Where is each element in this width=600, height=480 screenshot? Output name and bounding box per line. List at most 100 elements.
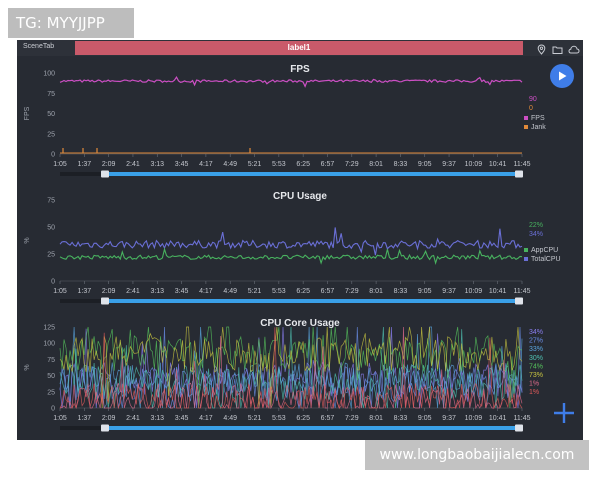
x-tick-label: 6:25 — [296, 288, 310, 295]
x-tick-label: 3:13 — [150, 288, 164, 295]
x-tick-label: 7:29 — [345, 161, 359, 168]
scene-tab[interactable]: SceneTab — [23, 43, 55, 50]
y-axis-label: FPS — [24, 106, 31, 120]
x-tick-label: 6:57 — [321, 161, 335, 168]
y-tick-label: 25 — [47, 131, 55, 138]
x-tick-label: 1:37 — [78, 161, 92, 168]
fps-line — [59, 75, 523, 88]
x-tick-label: 11:45 — [514, 415, 531, 422]
x-tick-label: 2:09 — [102, 415, 116, 422]
x-tick-label: 4:17 — [199, 288, 213, 295]
jank-legend-swatch — [524, 125, 528, 129]
x-tick-label: 1:05 — [53, 288, 67, 295]
core-current-value: 30% — [529, 355, 543, 362]
appcpu-current-value: 22% — [529, 222, 543, 229]
x-tick-label: 2:09 — [102, 288, 116, 295]
x-tick-label: 3:13 — [150, 415, 164, 422]
add-button[interactable] — [553, 402, 575, 424]
x-tick-label: 8:01 — [369, 288, 383, 295]
x-tick-label: 6:25 — [296, 161, 310, 168]
x-tick-label: 11:45 — [514, 288, 531, 295]
core-current-value: 73% — [529, 372, 543, 379]
x-tick-label: 10:41 — [489, 288, 507, 295]
core-line — [59, 326, 523, 409]
x-tick-label: 8:01 — [369, 415, 383, 422]
x-tick-label: 4:17 — [199, 161, 213, 168]
y-tick-label: 50 — [47, 373, 55, 380]
x-tick-label: 4:49 — [223, 415, 237, 422]
y-tick-label: 50 — [47, 225, 55, 232]
fps-legend-label: FPS — [531, 115, 545, 122]
watermark-top: TG: MYYJJPP — [8, 8, 134, 38]
core-line — [59, 326, 523, 410]
core-current-value: 27% — [529, 338, 543, 345]
x-tick-label: 3:45 — [175, 288, 189, 295]
x-tick-label: 9:37 — [442, 288, 456, 295]
x-tick-label: 5:53 — [272, 415, 286, 422]
x-tick-label: 10:41 — [489, 415, 507, 422]
x-tick-label: 3:13 — [150, 161, 164, 168]
play-button[interactable] — [550, 64, 574, 88]
x-tick-label: 1:37 — [78, 415, 92, 422]
totalcpu-legend-label: TotalCPU — [531, 256, 561, 263]
core-current-value: 1% — [529, 381, 539, 388]
x-tick-label: 1:05 — [53, 415, 67, 422]
x-tick-label: 4:49 — [223, 161, 237, 168]
timeline-handle-right — [515, 170, 523, 178]
x-tick-label: 3:45 — [175, 415, 189, 422]
x-tick-label: 6:57 — [321, 288, 335, 295]
watermark-bottom: www.longbaobaijialecn.com — [365, 440, 589, 470]
x-tick-label: 8:33 — [394, 415, 408, 422]
x-tick-label: 10:09 — [465, 288, 483, 295]
y-tick-label: 100 — [43, 71, 55, 78]
tab-label1[interactable]: label1 — [75, 41, 523, 55]
chart-title: CPU Core Usage — [260, 318, 340, 329]
x-tick-label: 11:45 — [514, 161, 531, 168]
y-tick-label: 75 — [47, 357, 55, 364]
x-tick-label: 8:33 — [394, 161, 408, 168]
y-axis-label: % — [24, 364, 31, 370]
x-tick-label: 10:41 — [489, 161, 507, 168]
totalcpu-line — [59, 227, 523, 256]
core-line — [59, 326, 523, 410]
x-tick-label: 2:09 — [102, 161, 116, 168]
timeline-range — [107, 299, 517, 303]
x-tick-label: 1:05 — [53, 161, 67, 168]
totalcpu-legend-swatch — [524, 257, 528, 261]
core-current-value: 34% — [529, 329, 543, 336]
jank-legend-label: Jank — [531, 124, 546, 131]
x-tick-label: 7:29 — [345, 288, 359, 295]
x-tick-label: 6:25 — [296, 415, 310, 422]
appcpu-legend-swatch — [524, 248, 528, 252]
x-tick-label: 9:05 — [418, 161, 432, 168]
x-tick-label: 10:09 — [465, 161, 483, 168]
fps-legend-swatch — [524, 116, 528, 120]
appcpu-line — [59, 247, 523, 265]
x-tick-label: 5:53 — [272, 161, 286, 168]
y-tick-label: 0 — [51, 152, 55, 159]
x-tick-label: 2:41 — [126, 288, 140, 295]
core-current-value: 74% — [529, 363, 543, 370]
charts-area: FPS FPS 100 75 50 25 0 1:05 1:37 2:09 2:41 3:13 3:45… — [24, 64, 561, 432]
y-tick-label: 125 — [43, 325, 55, 332]
core-line — [59, 326, 523, 410]
timeline-handle-right — [515, 424, 523, 432]
x-tick-label: 2:41 — [126, 415, 140, 422]
top-icons — [536, 42, 580, 55]
x-tick-label: 2:41 — [126, 161, 140, 168]
cloud-icon[interactable] — [568, 42, 580, 54]
timeline-handle-left — [101, 170, 109, 178]
x-tick-label: 5:21 — [248, 415, 262, 422]
y-tick-label: 25 — [47, 252, 55, 259]
core-current-value: 33% — [529, 346, 543, 353]
location-icon[interactable] — [536, 42, 547, 55]
folder-icon[interactable] — [552, 42, 563, 54]
y-tick-label: 50 — [47, 111, 55, 118]
core-line — [59, 327, 523, 410]
x-tick-label: 4:49 — [223, 288, 237, 295]
jank-current-value: 0 — [529, 105, 533, 112]
timeline-handle-left — [101, 297, 109, 305]
y-tick-label: 0 — [51, 406, 55, 413]
totalcpu-current-value: 34% — [529, 231, 543, 238]
y-tick-label: 0 — [51, 279, 55, 286]
